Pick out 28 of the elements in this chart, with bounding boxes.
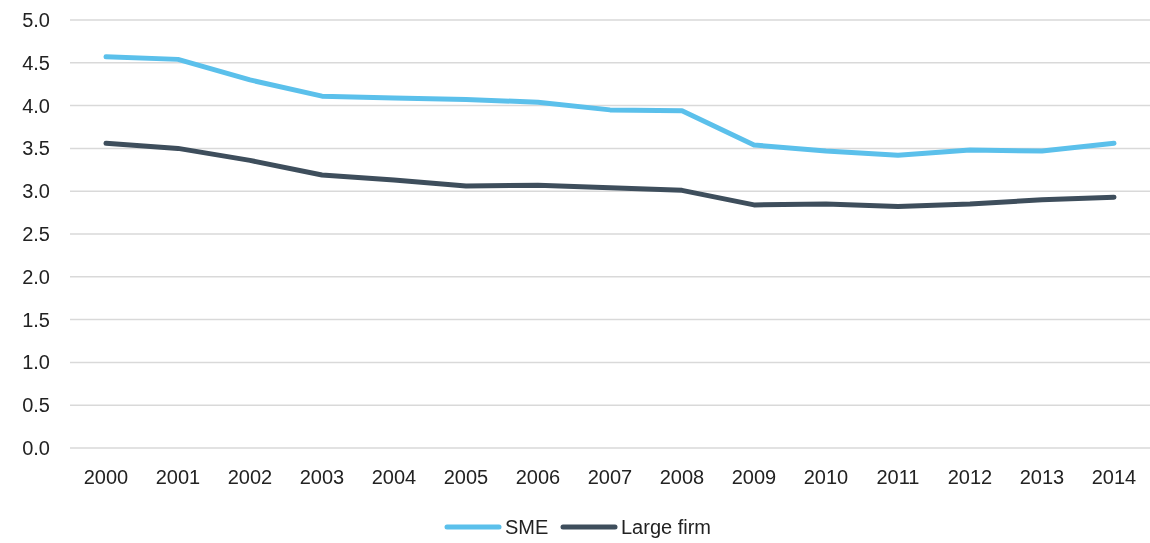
y-tick-label: 3.5	[22, 137, 50, 160]
y-tick-label: 3.0	[22, 180, 50, 203]
x-tick-label: 2003	[299, 466, 345, 488]
y-tick-label: 1.5	[22, 308, 50, 331]
x-tick-label: 2000	[83, 466, 129, 488]
y-tick-label: 4.5	[22, 51, 50, 74]
y-tick-label: 2.5	[22, 223, 50, 245]
y-tick-label: 0.5	[22, 394, 50, 417]
legend-label: SME	[505, 516, 549, 538]
x-tick-label: 2012	[947, 466, 993, 488]
x-tick-label: 2002	[227, 466, 273, 488]
x-tick-label: 2013	[1019, 466, 1065, 488]
x-tick-label: 2001	[155, 466, 201, 488]
y-tick-label: 1.0	[22, 351, 50, 374]
x-tick-label: 2011	[876, 466, 920, 488]
x-tick-label: 2005	[443, 466, 489, 488]
x-tick-label: 2010	[803, 466, 849, 488]
x-tick-label: 2008	[659, 466, 705, 488]
x-tick-label: 2014	[1091, 466, 1137, 488]
y-tick-label: 4.0	[22, 94, 50, 117]
x-tick-label: 2007	[587, 466, 633, 488]
x-tick-label: 2006	[515, 466, 561, 488]
x-tick-label: 2009	[731, 466, 777, 488]
y-tick-label: 2.0	[22, 265, 50, 288]
legend-label: Large firm	[621, 516, 712, 538]
x-tick-label: 2004	[371, 466, 417, 488]
y-tick-label: 0.0	[22, 437, 50, 459]
y-tick-label: 5.0	[22, 9, 50, 31]
